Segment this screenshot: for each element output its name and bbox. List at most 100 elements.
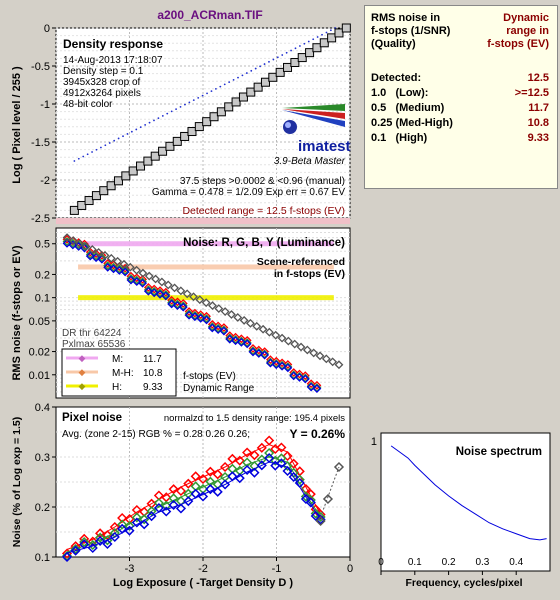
rms-noise-point-G (173, 299, 182, 309)
rms-noise-point-Y (277, 333, 287, 343)
svg-text:◆: ◆ (79, 381, 86, 391)
summary-row-high: 0.1 (High) 9.33 (371, 132, 549, 144)
rms-y-tick-label: 0.05 (29, 316, 50, 328)
density-fit-point (122, 135, 124, 138)
density-y-tick-label: -0.5 (31, 61, 50, 73)
rms-noise-point-G (149, 286, 159, 296)
rms-noise-point-R (260, 347, 270, 357)
svg-text:◆: ◆ (79, 367, 86, 377)
rms-noise-point-Y (125, 262, 135, 272)
density-fit-point (290, 49, 292, 52)
rms-noise-point-Y (246, 318, 255, 328)
rms-noise-point-B (202, 315, 211, 325)
pixel-noise-point-G (168, 493, 179, 504)
pixel-y-tick-label: 0.4 (35, 402, 50, 414)
density-y-tick-label: -1 (40, 99, 50, 111)
rms-noise-point-R (155, 286, 165, 296)
pixel-noise-point-B (183, 496, 194, 507)
summary-row-value: 9.33 (527, 132, 549, 144)
summary-row-low: 1.0 (Low): >=12.5 (371, 87, 549, 99)
rms-noise-point-B (248, 347, 258, 357)
density-fit-point (188, 101, 191, 104)
pixel-noise-point-B (300, 493, 311, 505)
density-fit-point (73, 160, 76, 162)
rms-noise-point-Y (138, 268, 148, 278)
pixel-x-tick-label: -1 (272, 563, 282, 575)
density-measured-point (143, 156, 153, 166)
density-fit-point (184, 103, 186, 106)
pixel-noise-point-Y (315, 515, 326, 527)
summary-hr-1: Dynamic (503, 12, 549, 24)
density-fit-point (210, 90, 213, 93)
rms-noise-point-Y (195, 295, 205, 305)
rms-noise-point-Y (170, 283, 179, 293)
pixel-noise-avg: Avg. (zone 2-15) RGB % = 0.28 0.26 0.26; (62, 429, 250, 440)
density-fit-point (153, 119, 155, 122)
pxl-max-text: Pxlmax 65536 (62, 339, 126, 350)
pixel-noise-point-B (124, 525, 135, 536)
imatest-logo: imatest (282, 104, 351, 155)
density-fit-point (285, 51, 288, 54)
density-fit-point (157, 117, 160, 120)
pixel-noise-point-R (117, 512, 128, 524)
pixel-noise-point-B (305, 497, 316, 508)
rms-noise-point-B (306, 382, 316, 392)
density-fit-point (268, 60, 270, 63)
density-fit-point (91, 151, 93, 153)
pixel-noise-point-B (219, 479, 231, 490)
rms-noise-point-Y (309, 348, 319, 358)
pixel-noise-x-label: Log Exposure ( -Target Density D ) (113, 577, 293, 589)
rms-noise-point-Y (68, 236, 78, 246)
summary-row-medium: 0.5 (Medium) 11.7 (371, 102, 549, 114)
rms-noise-point-G (248, 346, 258, 356)
pixel-y-tick-label: 0.3 (35, 452, 50, 464)
density-info-5: 48-bit color (63, 99, 113, 110)
density-measured-point (297, 53, 307, 63)
pixel-noise-point-G (300, 491, 311, 502)
pixel-noise-point-G (87, 539, 98, 551)
density-fit-point (294, 47, 297, 50)
density-fit-point (82, 155, 85, 158)
pixel-noise-point-R (276, 442, 287, 453)
pixel-noise-point-R (197, 473, 209, 485)
rms-noise-point-R (295, 369, 304, 379)
rms-noise-point-Y (119, 259, 129, 269)
rms-noise-point-R (248, 344, 258, 353)
density-fit-point (259, 65, 262, 68)
density-fit-point (272, 58, 275, 61)
rms-noise-point-B (260, 350, 270, 360)
pixel-noise-point-G (95, 532, 106, 543)
density-info-1: 14-Aug-2013 17:18:07 (63, 55, 163, 66)
pixel-noise-point-B (197, 491, 209, 502)
rms-noise-point-B (213, 325, 223, 334)
pixel-noise-point-G (79, 536, 90, 548)
rms-noise-point-R (91, 249, 101, 259)
pixel-noise-point-B (294, 477, 305, 489)
pixel-noise-point-B (139, 519, 150, 530)
rms-noise-point-Y (290, 339, 300, 349)
legend-h-label: H: (112, 382, 122, 393)
density-measured-point (334, 28, 344, 38)
density-measured-point (194, 122, 204, 132)
pixel-noise-point-B (146, 511, 157, 522)
rms-noise-point-Y (334, 360, 344, 370)
rms-noise-point-R (178, 299, 188, 308)
rms-noise-point-B (103, 262, 113, 272)
pixel-noise-point-B (109, 531, 120, 543)
rms-noise-point-G (184, 309, 194, 319)
rms-noise-point-B (68, 240, 78, 250)
rms-noise-point-Y (208, 301, 217, 311)
density-y-tick-label: 0 (44, 23, 50, 35)
density-fit-point (161, 115, 164, 117)
rms-noise-point-B (143, 286, 153, 296)
rms-noise-point-R (207, 319, 217, 329)
rms-y-tick-label: 0.5 (35, 239, 50, 251)
density-fit-point (303, 42, 306, 45)
density-measured-point (341, 23, 351, 33)
density-measured-point (224, 102, 234, 112)
pixel-noise-point-B (161, 506, 172, 517)
pixel-noise-point-B (264, 452, 275, 464)
pixel-noise-point-Y (322, 493, 334, 505)
rms-noise-point-B (178, 302, 188, 312)
pixel-noise-point-G (139, 514, 150, 525)
